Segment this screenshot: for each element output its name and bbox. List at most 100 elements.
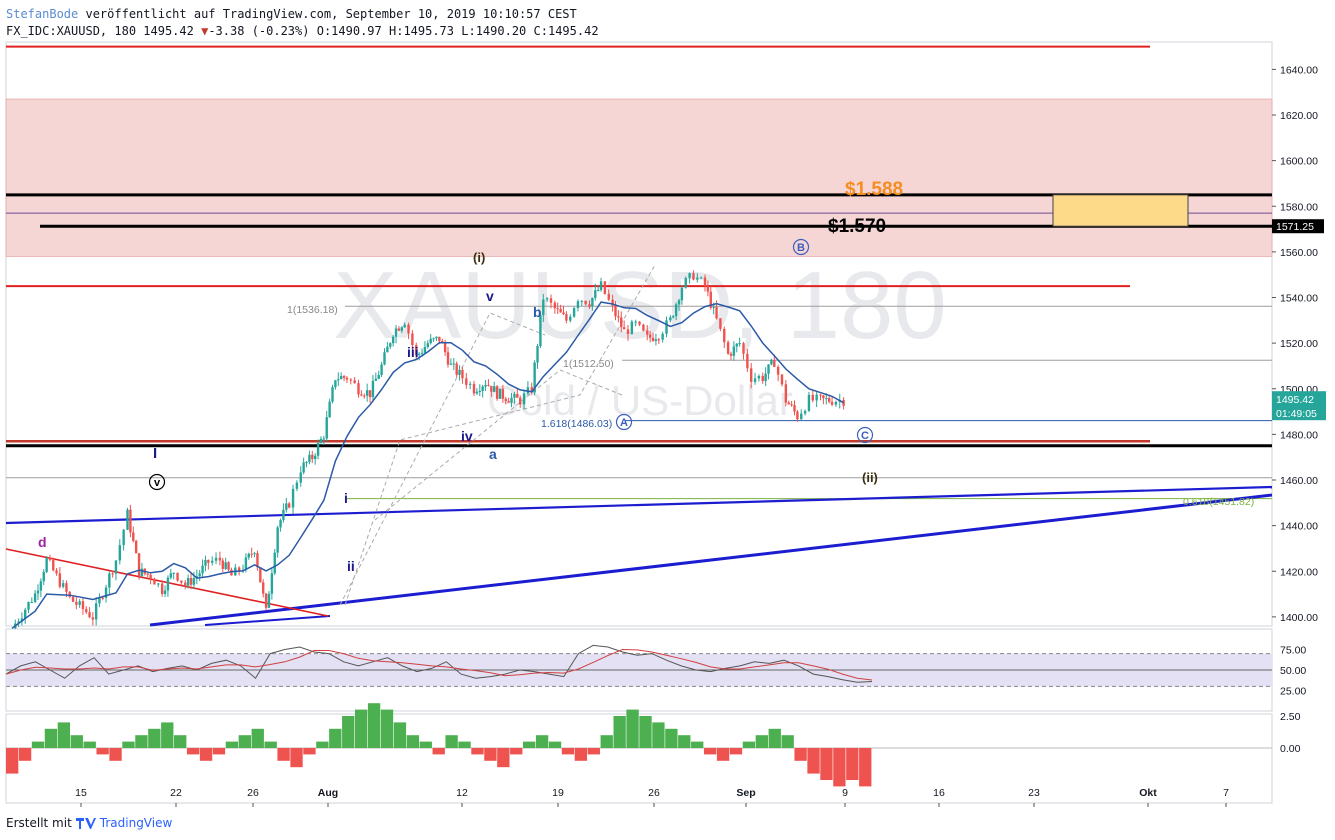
candle-body [827,398,831,402]
resistance-zone [5,98,1273,257]
macd-bar [225,741,239,748]
candle-body [415,345,418,355]
macd-bar [523,741,536,748]
candle-body [536,345,539,363]
candle-body [85,609,88,613]
low-label: L: [461,24,476,38]
macd-bar [497,748,510,768]
current-price-label: 1495.42 [1276,394,1314,406]
candle-body [648,334,652,338]
x-tick-label: Sep [736,787,755,799]
candle-body [282,509,285,521]
candle-body [273,552,276,574]
macd-bar [445,735,458,748]
current-price-tag [1272,391,1326,421]
rsi-tick-label: 75.00 [1280,645,1306,657]
close-label: C: [533,24,548,38]
candle-body [288,503,291,508]
candle-body [784,384,788,403]
candle-body [626,329,630,335]
candle-body [680,287,684,301]
candle-body [27,602,30,610]
wave-label-i-paren: (i) [473,250,485,265]
candle-body [815,394,818,401]
candle-body [357,383,360,395]
candle-body [780,374,784,385]
candle-body [712,306,715,308]
macd-bar [70,735,83,748]
macd-bar [31,741,45,748]
candle-body [149,574,152,579]
candle-body [599,281,603,291]
macd-bar [6,748,19,774]
candle-body [363,395,366,397]
symbol-label: FX_IDC:XAUUSD, 180 [6,24,137,38]
candle-body [374,378,378,381]
candle-body [36,590,40,594]
rsi-tick-label: 50.00 [1280,665,1306,677]
candle-body [391,336,395,344]
candle-body [484,384,487,387]
wave-label-A-circle [615,413,633,431]
candle-body [400,327,404,331]
candle-body [438,336,441,342]
macd-bar [484,748,497,761]
wave-label-v-circle: v [154,477,161,489]
candle-body [111,573,114,575]
candle-body [572,308,576,317]
candle-body [319,438,323,444]
change-value: -3.38 [208,24,245,38]
candle-body [426,343,429,347]
candle-body [654,339,658,341]
candle-body [603,281,607,294]
wave-label-minor-v: v [486,288,494,304]
candle-body [160,583,164,594]
macd-bar [303,748,316,755]
macd-bar [290,748,303,768]
candle-body [542,299,545,316]
candle-body [674,304,678,317]
macd-bar [691,741,704,748]
macd-bar [639,716,652,748]
candle-body [163,590,167,594]
x-tick-label: 9 [842,787,848,799]
change-pct: (-0.23%) [251,24,310,38]
candle-body [715,306,718,319]
candle-body [461,369,464,379]
wave-label-minor-ii: ii [347,558,355,574]
macd-bar [406,735,420,748]
candle-body [513,393,516,398]
candle-body [465,378,468,385]
tradingview-brand[interactable]: TradingView [99,816,173,830]
candle-body [630,321,634,335]
candle-body [45,557,48,572]
candle-body [118,545,121,561]
candle-body [441,341,444,343]
candle-body [732,346,736,356]
ohlc-legend: FX_IDC:XAUUSD, 180 1495.42 ▼-3.38 (-0.23… [6,24,599,38]
candle-body [126,509,129,530]
candle-body [559,308,562,313]
candle-body [776,366,780,375]
candle-body [279,520,282,528]
close-value: 1495.42 [547,24,599,38]
candle-body [822,395,825,399]
wave-label-C: C [861,430,869,442]
high-label: H: [388,24,404,38]
low-value: 1490.20 [475,24,527,38]
candle-body [184,582,187,586]
candle-body [218,557,222,561]
wave-label-A: A [620,417,628,429]
author-link[interactable]: StefanBode [6,7,79,21]
candle-body [262,582,265,594]
macd-bar [432,748,445,755]
x-tick-label: 7 [1223,787,1229,799]
candle-body [101,597,104,599]
candle-body [48,557,52,560]
candle-body [247,553,250,558]
candle-body [807,394,811,411]
wave-label-B: B [797,242,805,254]
candle-body [811,394,814,401]
macd-pane[interactable] [5,713,1273,804]
